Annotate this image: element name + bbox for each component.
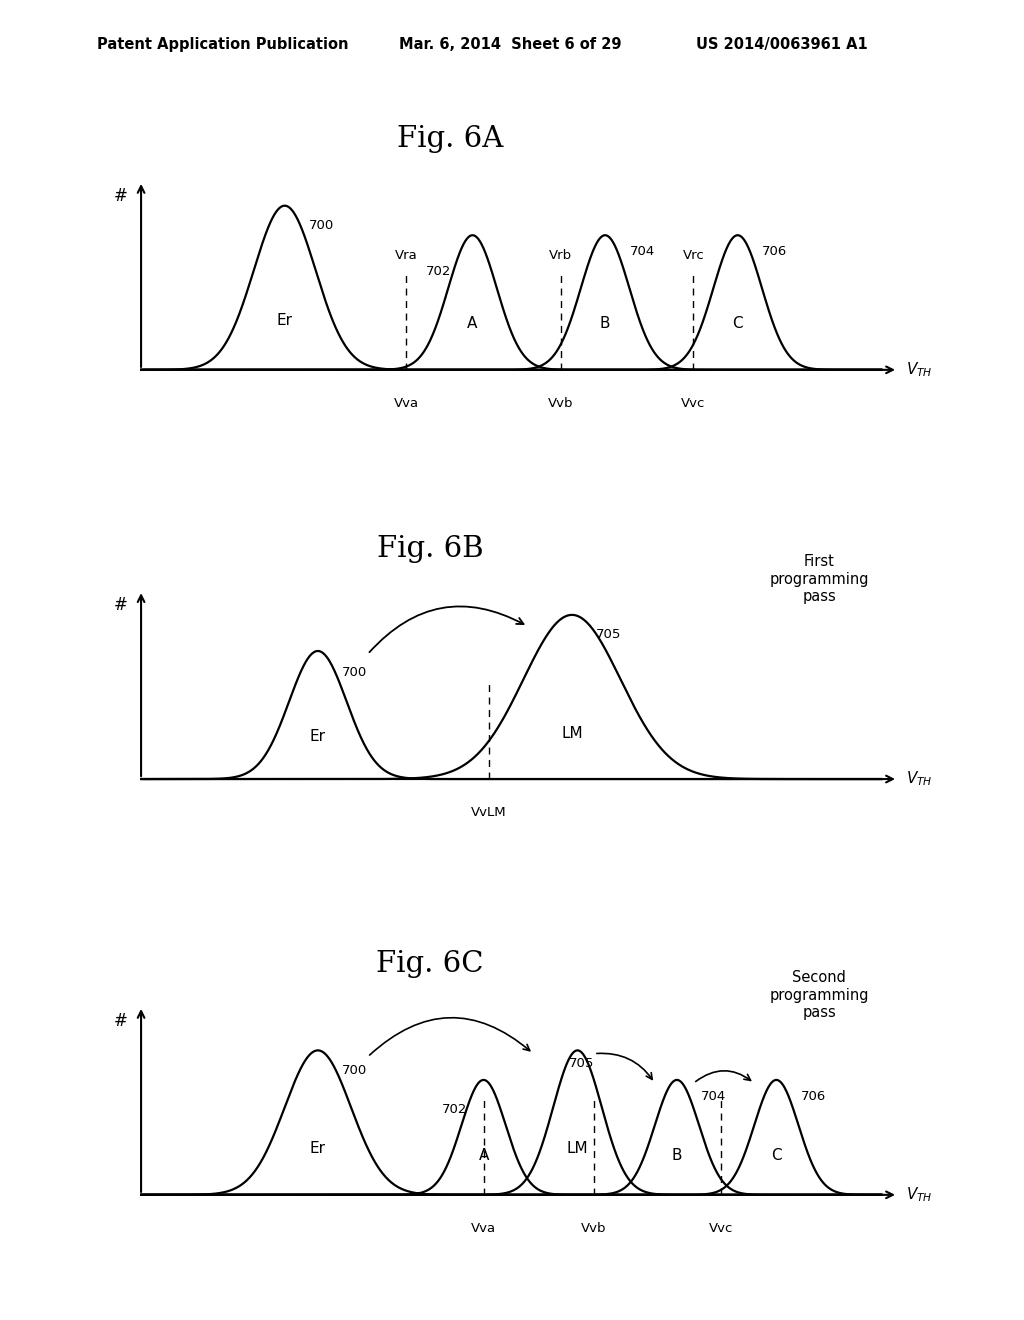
Text: Vva: Vva (471, 1222, 497, 1236)
Text: #: # (114, 597, 128, 614)
Text: 705: 705 (596, 628, 622, 642)
Text: B: B (672, 1148, 682, 1163)
Text: Vra: Vra (395, 249, 418, 263)
Text: Er: Er (310, 729, 326, 744)
Text: 702: 702 (441, 1104, 467, 1115)
Text: 700: 700 (342, 1064, 368, 1077)
Text: Fig. 6A: Fig. 6A (397, 125, 504, 153)
Text: Vva: Vva (393, 397, 419, 411)
Text: 704: 704 (630, 246, 654, 259)
Text: 705: 705 (568, 1057, 594, 1071)
Text: Second
programming
pass: Second programming pass (769, 970, 869, 1020)
Text: Vrb: Vrb (549, 249, 572, 263)
Text: LM: LM (561, 726, 583, 741)
Text: Fig. 6C: Fig. 6C (377, 950, 483, 978)
Text: Vvb: Vvb (582, 1222, 607, 1236)
Text: LM: LM (566, 1142, 589, 1156)
Text: 706: 706 (801, 1090, 826, 1102)
Text: $V_{TH}$: $V_{TH}$ (905, 360, 932, 379)
Text: Vvc: Vvc (709, 1222, 733, 1236)
Text: B: B (600, 317, 610, 331)
Text: A: A (478, 1148, 488, 1163)
Text: 704: 704 (701, 1090, 726, 1102)
Text: Er: Er (310, 1142, 326, 1156)
Text: 700: 700 (309, 219, 334, 232)
Text: $V_{TH}$: $V_{TH}$ (905, 770, 932, 788)
Text: Vvb: Vvb (548, 397, 573, 411)
Text: US 2014/0063961 A1: US 2014/0063961 A1 (696, 37, 868, 51)
Text: $V_{TH}$: $V_{TH}$ (905, 1185, 932, 1204)
Text: Vrc: Vrc (683, 249, 705, 263)
Text: 702: 702 (426, 265, 452, 277)
Text: VvLM: VvLM (471, 807, 507, 820)
Text: Mar. 6, 2014  Sheet 6 of 29: Mar. 6, 2014 Sheet 6 of 29 (399, 37, 622, 51)
Text: C: C (771, 1148, 781, 1163)
Text: First
programming
pass: First programming pass (769, 554, 869, 605)
Text: Fig. 6B: Fig. 6B (377, 535, 483, 562)
Text: Vvc: Vvc (681, 397, 706, 411)
Text: A: A (467, 317, 478, 331)
Text: #: # (114, 1012, 128, 1030)
Text: Er: Er (276, 313, 293, 329)
Text: #: # (114, 187, 128, 205)
Text: 706: 706 (762, 246, 787, 259)
Text: 700: 700 (342, 665, 368, 678)
Text: C: C (732, 317, 743, 331)
Text: Patent Application Publication: Patent Application Publication (97, 37, 349, 51)
